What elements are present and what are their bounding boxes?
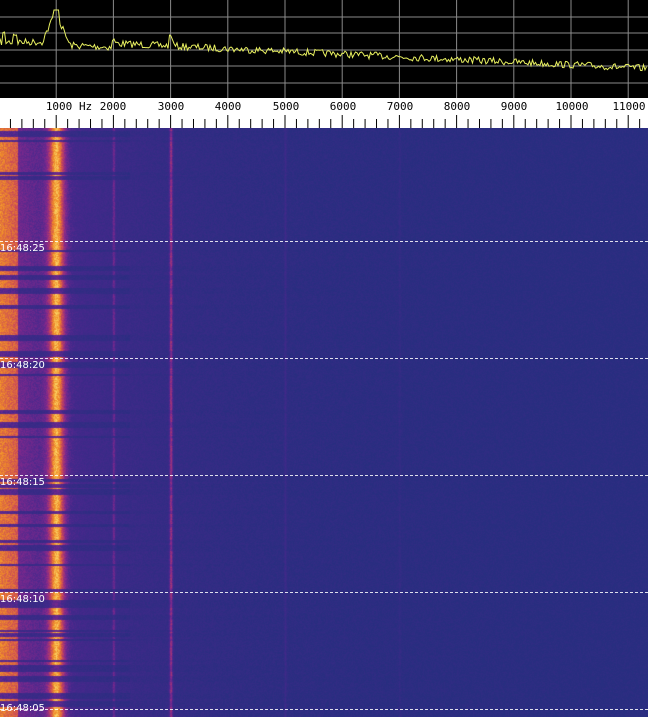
time-label: 16:48:15: [0, 477, 45, 488]
time-marker-line: [0, 475, 648, 476]
time-marker-line: [0, 709, 648, 710]
frequency-tick-value: 1000: [45, 100, 73, 113]
frequency-axis: 1000 Hz 2000 3000 4000 5000 6000 7000 80…: [0, 98, 648, 128]
frequency-tick-label: 4000: [214, 100, 242, 113]
time-label: 16:48:25: [0, 243, 45, 254]
time-marker-line: [0, 592, 648, 593]
time-marker-line: [0, 241, 648, 242]
frequency-tick-label: 6000: [329, 100, 357, 113]
spectrum-plot[interactable]: [0, 0, 648, 98]
frequency-tick-label: 3000: [157, 100, 185, 113]
frequency-tick-label: 8000: [443, 100, 471, 113]
frequency-tick-label: 7000: [386, 100, 414, 113]
frequency-tick-label: 1000 Hz: [46, 100, 92, 113]
spectrum-trace: [0, 9, 647, 72]
time-label: 16:48:05: [0, 703, 45, 714]
waterfall-display[interactable]: [0, 128, 648, 717]
time-label: 16:48:20: [0, 360, 45, 371]
time-label: 16:48:10: [0, 594, 45, 605]
frequency-tick-label: 2000: [99, 100, 127, 113]
frequency-unit-label: Hz: [78, 100, 93, 113]
frequency-tick-label: 9000: [500, 100, 528, 113]
frequency-tick-label: 11000: [612, 100, 646, 113]
frequency-tick-label: 5000: [272, 100, 300, 113]
frequency-tick-label: 10000: [555, 100, 589, 113]
frequency-tick-marks: [9, 115, 641, 128]
time-marker-line: [0, 358, 648, 359]
